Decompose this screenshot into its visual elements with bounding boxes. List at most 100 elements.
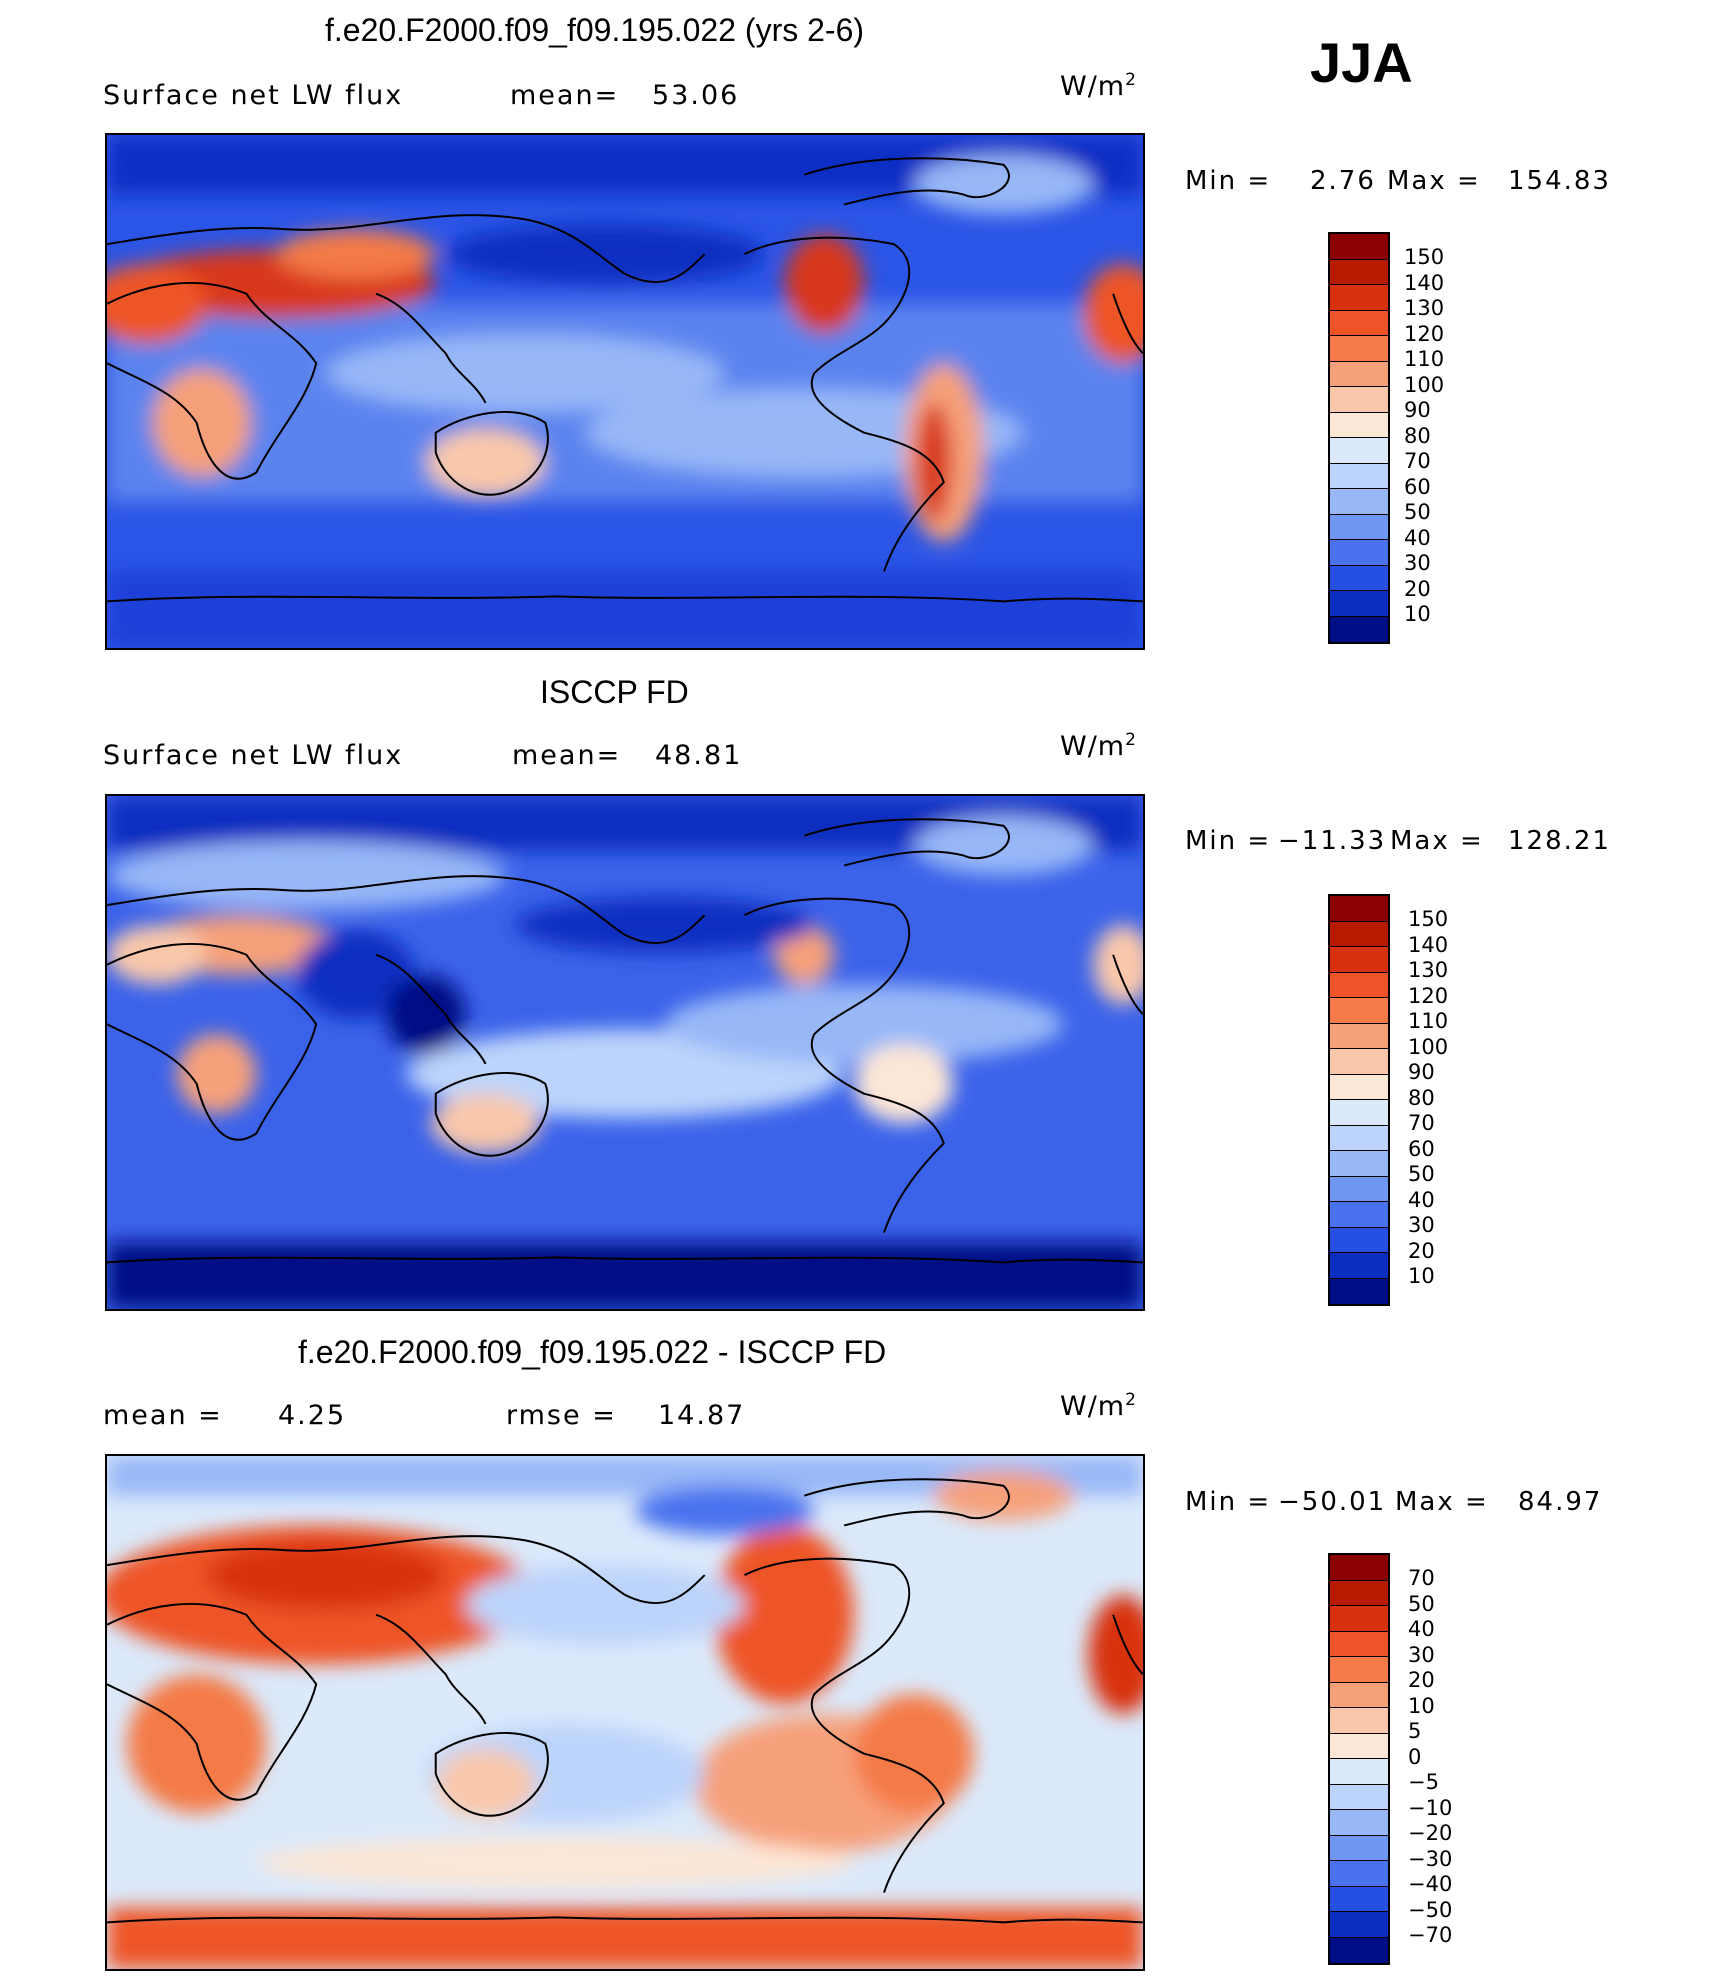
colorbar-swatch bbox=[1330, 896, 1388, 922]
panel2-min-value: −11.33 bbox=[1278, 826, 1387, 856]
colorbar-label: −10 bbox=[1408, 1795, 1453, 1820]
colorbar-label: 80 bbox=[1408, 1085, 1435, 1110]
panel3-title: f.e20.F2000.f09_f09.195.022 - ISCCP FD bbox=[298, 1334, 887, 1370]
colorbar-label: 110 bbox=[1408, 1009, 1449, 1033]
colorbar-swatch bbox=[1330, 1176, 1388, 1202]
colorbar-swatch bbox=[1330, 1580, 1388, 1606]
panel1-max-label: Max = bbox=[1387, 166, 1481, 196]
colorbar-label: 30 bbox=[1404, 551, 1431, 575]
panel3-rmse-label: rmse = bbox=[506, 1400, 617, 1431]
colorbar-label: 120 bbox=[1408, 983, 1449, 1008]
colorbar-label: 10 bbox=[1408, 1693, 1435, 1718]
colorbar-swatch bbox=[1330, 1937, 1388, 1963]
colorbar-swatch bbox=[1330, 998, 1388, 1024]
colorbar-swatch bbox=[1330, 1202, 1388, 1228]
panel1-units: W/m2 bbox=[1060, 70, 1137, 102]
colorbar-label: 140 bbox=[1404, 270, 1445, 295]
colorbar-label: 100 bbox=[1404, 372, 1445, 397]
colorbar-label: 90 bbox=[1404, 398, 1431, 422]
panel1-variable-label: Surface net LW flux bbox=[103, 80, 404, 111]
panel3-units: W/m2 bbox=[1060, 1390, 1137, 1422]
colorbar-label: 90 bbox=[1408, 1060, 1435, 1084]
colorbar-swatch bbox=[1330, 1023, 1388, 1049]
colorbar-swatch bbox=[1330, 947, 1388, 973]
colorbar-label: −20 bbox=[1408, 1821, 1453, 1845]
colorbar-label: −40 bbox=[1408, 1872, 1453, 1896]
colorbar-swatch bbox=[1330, 1278, 1388, 1304]
season-label: JJA bbox=[1310, 31, 1413, 94]
panel2-units: W/m2 bbox=[1060, 730, 1137, 762]
colorbar-swatch bbox=[1330, 1049, 1388, 1075]
colorbar-label: 20 bbox=[1408, 1238, 1435, 1263]
colorbar-swatch bbox=[1330, 1708, 1388, 1734]
panel3-min-label: Min = bbox=[1185, 1487, 1272, 1517]
colorbar-label: 150 bbox=[1404, 245, 1445, 269]
colorbar-label: 5 bbox=[1408, 1719, 1422, 1743]
colorbar-swatch bbox=[1330, 1886, 1388, 1912]
panel1-map bbox=[105, 133, 1145, 650]
colorbar-label: 20 bbox=[1404, 576, 1431, 601]
colorbar-label: 40 bbox=[1404, 525, 1431, 550]
colorbar-label: 60 bbox=[1408, 1136, 1435, 1161]
panel1-map-svg bbox=[107, 135, 1143, 648]
colorbar-swatch bbox=[1330, 1682, 1388, 1708]
colorbar-label: 50 bbox=[1408, 1162, 1435, 1186]
colorbar-swatch bbox=[1330, 1253, 1388, 1279]
panel1-mean-value: 53.06 bbox=[652, 80, 740, 111]
colorbar-label: 0 bbox=[1408, 1744, 1422, 1769]
colorbar-swatch bbox=[1330, 565, 1388, 591]
colorbar-label: 140 bbox=[1408, 932, 1449, 957]
colorbar-label: 50 bbox=[1404, 500, 1431, 524]
colorbar-swatch bbox=[1330, 489, 1388, 515]
panel3-map bbox=[105, 1454, 1145, 1971]
panel1-min-value: 2.76 bbox=[1310, 166, 1376, 196]
panel3-mean-value: 4.25 bbox=[278, 1400, 347, 1431]
colorbar-swatch bbox=[1330, 1861, 1388, 1887]
panel3-mean-label: mean = bbox=[103, 1400, 223, 1431]
colorbar-label: 80 bbox=[1404, 423, 1431, 448]
colorbar-swatch bbox=[1330, 1125, 1388, 1151]
panel2-max-value: 128.21 bbox=[1508, 826, 1611, 856]
colorbar-swatch bbox=[1330, 1227, 1388, 1253]
colorbar-swatch bbox=[1330, 361, 1388, 387]
colorbar-swatch bbox=[1330, 234, 1388, 260]
colorbar-swatch bbox=[1330, 591, 1388, 617]
colorbar-swatch bbox=[1330, 336, 1388, 362]
panel1-colorbar bbox=[1328, 232, 1390, 644]
colorbar-swatch bbox=[1330, 1733, 1388, 1759]
colorbar-swatch bbox=[1330, 1151, 1388, 1177]
colorbar-swatch bbox=[1330, 285, 1388, 311]
colorbar-label: 50 bbox=[1408, 1591, 1435, 1616]
colorbar-swatch bbox=[1330, 1810, 1388, 1836]
panel3-max-label: Max = bbox=[1395, 1487, 1489, 1517]
panel2-map-svg bbox=[107, 796, 1143, 1309]
colorbar-swatch bbox=[1330, 1912, 1388, 1938]
colorbar-swatch bbox=[1330, 972, 1388, 998]
colorbar-label: 100 bbox=[1408, 1034, 1449, 1059]
colorbar-label: 110 bbox=[1404, 347, 1445, 371]
colorbar-label: 130 bbox=[1404, 296, 1445, 320]
panel2-colorbar bbox=[1328, 894, 1390, 1306]
colorbar-label: −5 bbox=[1408, 1770, 1439, 1794]
colorbar-swatch bbox=[1330, 463, 1388, 489]
colorbar-swatch bbox=[1330, 1784, 1388, 1810]
panel3-map-svg bbox=[107, 1456, 1143, 1969]
colorbar-swatch bbox=[1330, 921, 1388, 947]
colorbar-swatch bbox=[1330, 259, 1388, 285]
colorbar-label: −70 bbox=[1408, 1923, 1453, 1947]
panel3-min-value: −50.01 bbox=[1278, 1487, 1387, 1517]
panel2-max-label: Max = bbox=[1390, 826, 1484, 856]
colorbar-label: 10 bbox=[1404, 602, 1431, 626]
panel1-max-value: 154.83 bbox=[1508, 166, 1611, 196]
colorbar-swatch bbox=[1330, 1631, 1388, 1657]
colorbar-label: 60 bbox=[1404, 474, 1431, 499]
panel1-title: f.e20.F2000.f09_f09.195.022 (yrs 2-6) bbox=[325, 12, 865, 48]
panel2-mean-value: 48.81 bbox=[655, 740, 743, 771]
colorbar-label: 70 bbox=[1404, 449, 1431, 473]
colorbar-label: 20 bbox=[1408, 1668, 1435, 1692]
colorbar-swatch bbox=[1330, 310, 1388, 336]
colorbar-label: 30 bbox=[1408, 1642, 1435, 1667]
colorbar-swatch bbox=[1330, 387, 1388, 413]
colorbar-swatch bbox=[1330, 514, 1388, 540]
colorbar-swatch bbox=[1330, 438, 1388, 464]
